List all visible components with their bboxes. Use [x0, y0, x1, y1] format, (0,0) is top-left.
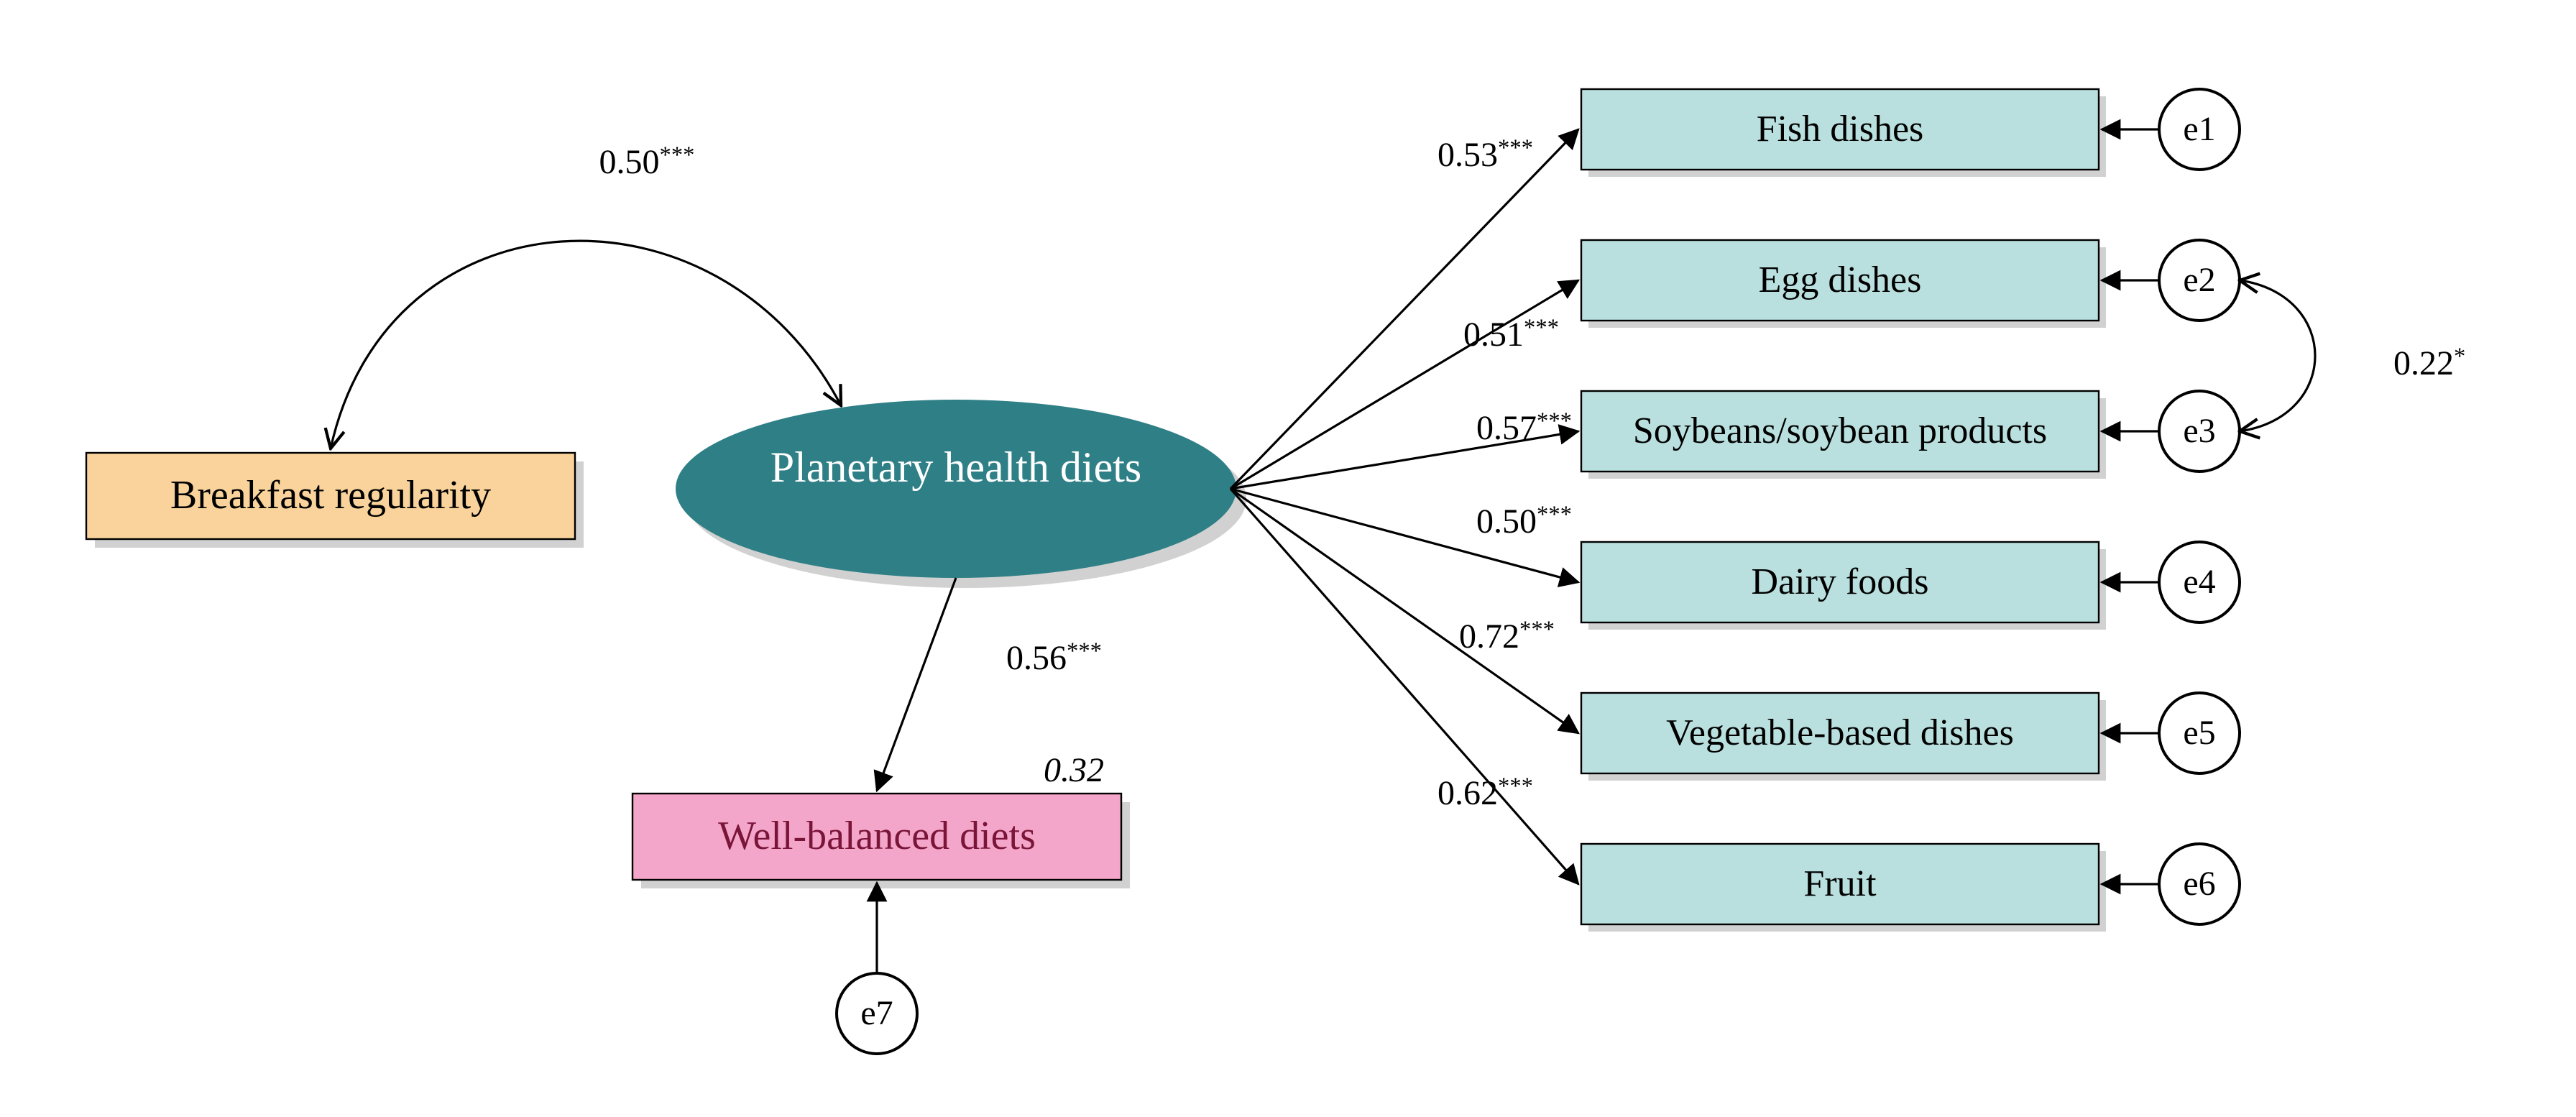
structural-coef-wellbalanced: 0.56***: [1006, 638, 1102, 677]
indicator-label-soy: Soybeans/soybean products: [1633, 410, 2047, 451]
planetary-health-diets-label: Planetary health diets: [770, 443, 1142, 491]
error-term-label-e1: e1: [2183, 110, 2215, 148]
error-term-label-e6: e6: [2183, 865, 2215, 903]
loading-coef-egg: 0.51***: [1463, 315, 1559, 354]
loading-arrow-egg: [1230, 280, 1578, 489]
error-term-label-e5: e5: [2183, 714, 2215, 752]
loading-coef-fish: 0.53***: [1438, 135, 1533, 174]
error-term-label-e4: e4: [2183, 563, 2215, 601]
covariance-arc-e2-e3: [2240, 280, 2315, 431]
breakfast-regularity-label: Breakfast regularity: [170, 473, 491, 518]
well-balanced-diets-label: Well-balanced diets: [718, 814, 1036, 858]
error-term-label-e7: e7: [860, 994, 893, 1032]
indicator-label-veg: Vegetable-based dishes: [1666, 712, 2014, 753]
error-term-label-e3: e3: [2183, 412, 2215, 450]
covariance-coef-e2-e3: 0.22*: [2393, 344, 2465, 382]
loading-arrow-fruit: [1230, 489, 1578, 884]
loading-coef-fruit: 0.62***: [1438, 773, 1533, 812]
indicator-label-fish: Fish dishes: [1757, 109, 1924, 150]
covariance-arc-bf-phd: [331, 241, 841, 449]
structural-arrow-wellbalanced: [877, 578, 956, 791]
covariance-coef-bf-phd: 0.50***: [599, 142, 695, 181]
indicator-label-dairy: Dairy foods: [1752, 561, 1929, 602]
loading-coef-veg: 0.72***: [1459, 617, 1555, 656]
loading-coef-soy: 0.57***: [1476, 408, 1572, 447]
well-balanced-r2: 0.32: [1044, 751, 1104, 789]
sem-diagram: Breakfast regularity Planetary health die…: [0, 0, 2576, 1117]
error-term-label-e2: e2: [2183, 261, 2215, 299]
loading-coef-dairy: 0.50***: [1476, 502, 1572, 541]
indicator-label-egg: Egg dishes: [1759, 259, 1922, 300]
indicator-label-fruit: Fruit: [1803, 863, 1877, 904]
